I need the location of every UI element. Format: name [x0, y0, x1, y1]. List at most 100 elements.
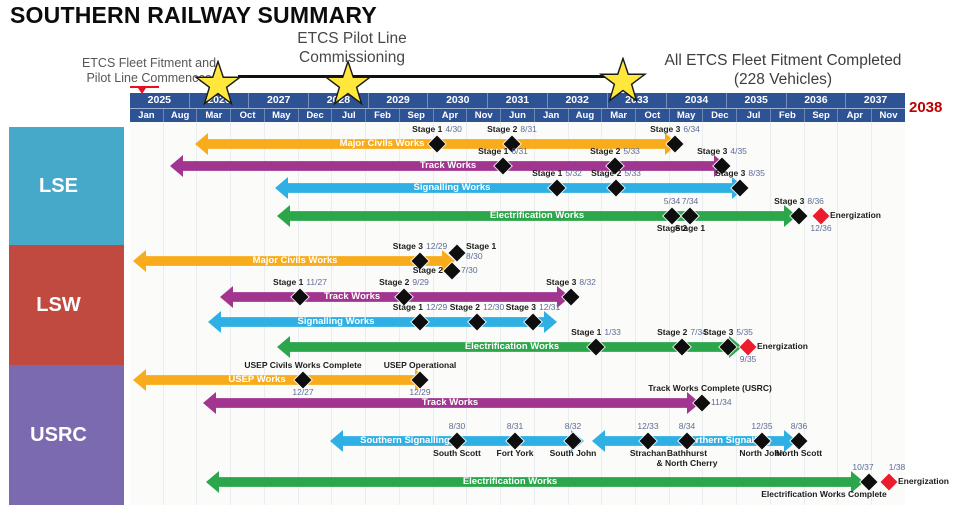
bar-lse-track-works: Track Works [170, 155, 727, 177]
start-marker-arrow-icon [138, 88, 146, 94]
milestone-label: Stage 2 7/34 [657, 327, 707, 338]
milestone-name: North Scott [775, 448, 823, 458]
milestone-diamond [790, 207, 808, 225]
annotation-line: All ETCS Fleet Fitment Completed [664, 52, 902, 69]
milestone-name: Stage 1 [392, 302, 423, 312]
bar-label: Track Works [421, 397, 479, 408]
milestone-date: 7/30 [461, 265, 478, 275]
end-year-label: 2038 [909, 99, 943, 116]
bar-label: Track Works [323, 291, 381, 302]
milestone-name: USEP Civils Works Complete [244, 360, 362, 370]
grid-column [197, 122, 232, 505]
milestone-diamond [428, 135, 446, 153]
milestone-name: Stage 1 [571, 327, 602, 337]
grid-column [838, 122, 873, 505]
milestone-date: 5/33 [623, 146, 640, 156]
milestone-label: Strachan [630, 448, 666, 459]
milestone-diamond [663, 207, 681, 225]
milestone-date: 12/36 [810, 223, 832, 233]
milestone-name: Stage 1 [674, 223, 706, 233]
milestone-label: Electrification Works Complete [761, 489, 887, 500]
milestone-date: 8/30 [466, 250, 483, 261]
milestone-name: Electrification Works Complete [761, 489, 887, 499]
milestone-label: Energization [898, 476, 950, 487]
milestone-name: North John [739, 448, 785, 458]
grid-column [299, 122, 333, 505]
milestone-label: 11/34 [711, 397, 732, 408]
milestone-diamond [448, 432, 466, 450]
month-cell-14: Mar [601, 109, 635, 122]
bar-label: Electrification Works [464, 341, 560, 352]
milestone-name: Stage 3 [715, 168, 746, 178]
milestone-date: 12/29 [425, 241, 448, 251]
milestone-date: 8/31 [506, 421, 524, 431]
month-cell-13: Aug [567, 109, 602, 122]
milestone-label: Stage 1 6/31 [478, 146, 528, 157]
milestone-date: 11/27 [306, 277, 327, 287]
timeline-header: 2025202620272028202920302031203220332034… [130, 93, 905, 122]
milestone-name: Stage 2 [591, 168, 622, 178]
milestone-diamond [564, 432, 582, 450]
milestone-label: Stage 1 1/33 [571, 327, 621, 338]
milestone-diamond [524, 313, 542, 331]
milestone-date: 1/38 [888, 462, 906, 472]
month-cell-12: Jan [533, 109, 568, 122]
year-cell-2031: 2031 [487, 93, 547, 108]
bar-label: Track Works [419, 160, 477, 171]
milestone-label: Stage 2 [657, 223, 687, 234]
milestone-name: Energization [898, 476, 950, 486]
energization-diamond [739, 338, 757, 356]
month-cell-17: Dec [702, 109, 736, 122]
grid-column [164, 122, 198, 505]
year-cell-2025: 2025 [147, 94, 172, 106]
bar-label: Electrification Works [462, 476, 558, 487]
month-cell-15: Oct [635, 109, 669, 122]
milestone-name: Stage 3 [703, 327, 734, 337]
milestone-diamond [294, 371, 312, 389]
sidebar-group-usrc: USRC [9, 365, 124, 505]
grid-column [434, 122, 468, 505]
month-cell-7: Feb [365, 109, 399, 122]
milestone-date: 7/34 [681, 196, 699, 206]
milestone-label: Stage 1 12/29 [392, 302, 448, 313]
milestone-name: Stage 3 [774, 196, 805, 206]
milestone-name: Stage 1 [273, 277, 304, 287]
milestone-diamond [639, 432, 657, 450]
milestone-label: 7/30 [461, 265, 478, 276]
milestone-label: Stage 2 12/30 [449, 302, 505, 313]
milestone-label: USEP Civils Works Complete [244, 360, 362, 371]
bar-usrc-track-works: Track Works [203, 392, 700, 414]
month-cell-8: Sep [398, 109, 433, 122]
year-cell-2032: 2032 [546, 93, 607, 108]
milestone-diamond [411, 313, 429, 331]
milestone-label: 12/36 [810, 223, 832, 234]
milestone-date: 8/36 [790, 421, 808, 431]
milestone-diamond [587, 338, 605, 356]
milestone-label: Stage 2 8/31 [487, 124, 537, 135]
month-cell-20: Sep [803, 109, 838, 122]
milestone-diamond [790, 432, 808, 450]
milestone-label: Fort York [497, 448, 534, 459]
grid-column [771, 122, 805, 505]
milestone-label: Stage 1 8/30 [466, 241, 496, 261]
milestone-date: 8/31 [520, 124, 537, 134]
milestone-name: South John [549, 448, 597, 458]
milestone-date: 8/30 [448, 421, 466, 431]
milestone-label: Stage 3 8/35 [715, 168, 765, 179]
milestone-label: Stage 1 11/27 [273, 277, 327, 288]
milestone-label: North Scott [775, 448, 823, 459]
milestone-name: Stage 2 [449, 302, 480, 312]
milestone-date: 1/33 [604, 327, 621, 337]
month-cell-4: May [263, 109, 298, 122]
milestone-label: Stage 2 [412, 265, 443, 276]
milestone-diamond [411, 371, 429, 389]
milestone-name: Stage 2 [412, 265, 443, 275]
milestone-diamond [860, 473, 878, 491]
milestone-label: Energization [757, 341, 808, 352]
milestone-diamond [681, 207, 699, 225]
grid-column [636, 122, 670, 505]
milestone-label: USEP Operational [384, 360, 457, 371]
milestone-label: 10/37 [852, 462, 873, 473]
grid-column [130, 122, 164, 505]
sidebar-group-lsw: LSW [9, 245, 124, 365]
